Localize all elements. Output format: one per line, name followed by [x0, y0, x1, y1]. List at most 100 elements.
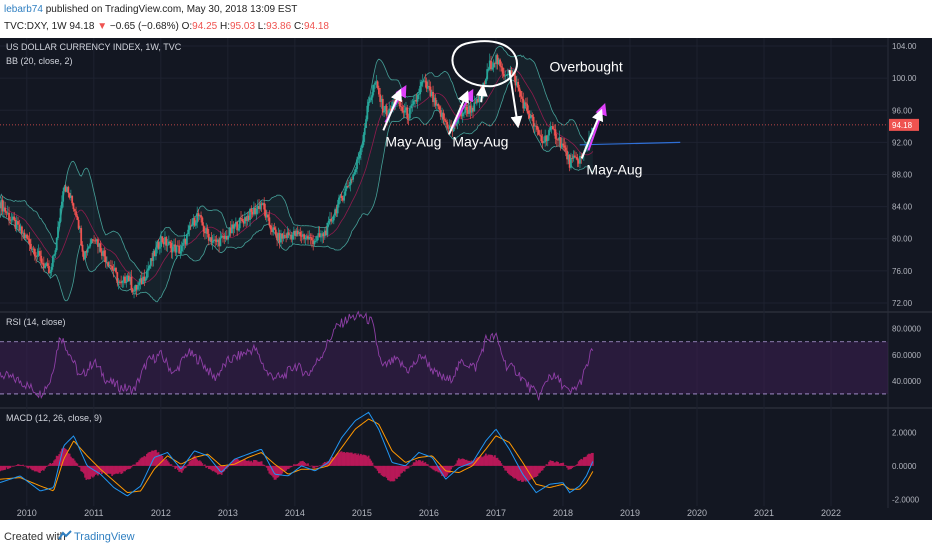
- histogram-bar: [490, 454, 492, 466]
- candle-body: [403, 110, 406, 113]
- histogram-bar: [299, 461, 302, 466]
- chart-canvas[interactable]: 2010 2011 2012 2013 2014 2015 2016 2017 2018 2019…: [0, 38, 932, 520]
- author-link[interactable]: lebarb74: [4, 4, 43, 15]
- histogram-bar: [545, 464, 548, 466]
- histogram-bar: [582, 457, 585, 466]
- histogram-bar: [274, 465, 277, 480]
- histogram-bar: [310, 465, 313, 467]
- histogram-bar: [513, 465, 516, 479]
- created-with-text: Created with: [4, 531, 66, 543]
- candle-body: [158, 246, 161, 249]
- candle-body: [19, 226, 22, 231]
- candle-body: [120, 282, 123, 284]
- histogram-bar: [463, 459, 465, 466]
- histogram-bar: [71, 458, 74, 466]
- histogram-bar: [484, 453, 487, 466]
- candle-body: [273, 227, 276, 230]
- histogram-bar: [358, 455, 361, 466]
- histogram-bar: [481, 457, 483, 466]
- candle-body: [220, 235, 223, 238]
- candle-body: [225, 236, 228, 240]
- candle-body: [149, 258, 152, 266]
- histogram-bar: [514, 465, 517, 479]
- candle-body: [8, 212, 10, 220]
- histogram-bar: [540, 465, 543, 471]
- histogram-bar: [271, 465, 273, 476]
- candle-body: [89, 243, 92, 247]
- candle-body: [442, 112, 445, 120]
- candle-body: [424, 80, 427, 82]
- candle-body: [185, 234, 188, 245]
- candle-body: [463, 112, 465, 114]
- candle-body: [563, 145, 566, 148]
- histogram-bar: [563, 465, 566, 466]
- histogram-bar: [338, 453, 340, 466]
- histogram-bar: [424, 462, 427, 466]
- histogram-bar: [76, 463, 79, 466]
- histogram-bar: [432, 465, 434, 470]
- histogram-bar: [198, 460, 201, 466]
- candle-body: [182, 242, 184, 246]
- histogram-bar: [73, 460, 76, 466]
- candle-body: [184, 238, 187, 245]
- candle-body: [233, 224, 236, 229]
- candle-body: [443, 119, 446, 121]
- histogram-bar: [290, 465, 293, 468]
- candle-body: [423, 80, 425, 82]
- candle-body: [98, 243, 101, 247]
- candle-body: [33, 248, 36, 257]
- candle-body: [483, 82, 486, 84]
- candle-body: [317, 233, 320, 236]
- histogram-bar: [216, 465, 219, 475]
- histogram-bar: [567, 465, 570, 470]
- candle-body: [438, 106, 441, 111]
- candle-body: [532, 116, 535, 127]
- histogram-bar: [294, 464, 297, 466]
- candle-body: [322, 233, 325, 237]
- histogram-bar: [187, 464, 190, 466]
- histogram-bar: [206, 465, 209, 468]
- candle-body: [365, 119, 367, 128]
- candle-body: [59, 208, 62, 222]
- candle-body: [118, 281, 121, 283]
- candle-body: [465, 106, 468, 110]
- histogram-bar: [519, 465, 522, 481]
- histogram-bar: [256, 461, 259, 466]
- candle-body: [430, 91, 433, 97]
- macd-histogram: [0, 447, 594, 482]
- candle-body: [303, 234, 306, 240]
- histogram-bar: [314, 465, 317, 467]
- candle-body: [283, 235, 286, 237]
- histogram-bar: [510, 465, 513, 476]
- candle-body: [237, 228, 240, 231]
- histogram-bar: [164, 459, 166, 466]
- candle-body: [157, 242, 160, 249]
- histogram-bar: [180, 465, 183, 473]
- histogram-bar: [464, 459, 467, 466]
- candle-body: [232, 224, 235, 229]
- histogram-bar: [165, 459, 168, 466]
- candle-body: [107, 262, 110, 267]
- candle-body: [121, 280, 124, 283]
- histogram-bar: [303, 461, 306, 466]
- candle-body: [570, 158, 572, 168]
- candle-body: [44, 265, 47, 268]
- histogram-bar: [401, 465, 404, 473]
- histogram-bar: [138, 460, 141, 466]
- candle-body: [523, 102, 526, 109]
- price-title: US DOLLAR CURRENCY INDEX, 1W, TVC: [6, 42, 182, 52]
- candle-body: [295, 230, 298, 236]
- candle-body: [372, 84, 375, 93]
- histogram-bar: [370, 460, 373, 466]
- histogram-bar: [410, 465, 413, 467]
- histogram-bar: [175, 465, 178, 468]
- histogram-bar: [95, 465, 98, 475]
- candle-body: [469, 105, 472, 113]
- histogram-bar: [246, 460, 249, 466]
- histogram-bar: [316, 465, 318, 468]
- rsi-title: RSI (14, close): [6, 317, 66, 327]
- brand-link[interactable]: TradingView: [74, 531, 135, 543]
- histogram-bar: [282, 465, 285, 472]
- candle-body: [125, 281, 128, 284]
- histogram-bar: [276, 465, 278, 478]
